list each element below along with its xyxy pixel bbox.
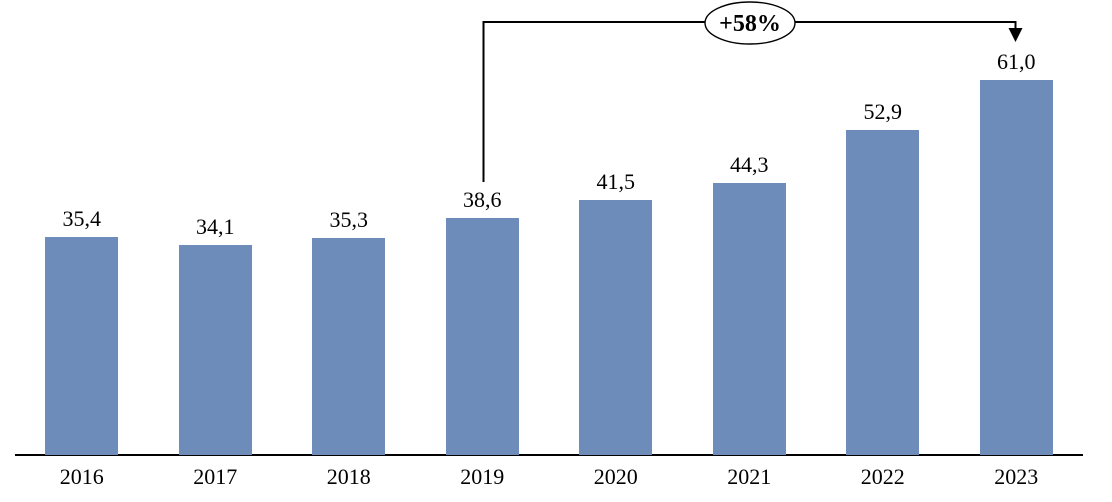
bar-2020	[579, 200, 653, 455]
x-axis-tick-label: 2016	[59, 464, 104, 489]
annotation-label: +58%	[719, 11, 781, 37]
bar-2023	[979, 80, 1053, 455]
bar-value-label: 35,3	[329, 207, 369, 232]
x-axis-tick-label: 2019	[460, 464, 505, 489]
bar-2022	[846, 130, 920, 455]
bar-value-label: 52,9	[863, 99, 903, 124]
bar-value-label: 38,6	[463, 187, 502, 212]
x-axis-tick-label: 2023	[994, 464, 1039, 489]
bar-2018	[312, 238, 386, 455]
bar-value-label: 61,0	[997, 49, 1036, 74]
bar-2019	[445, 218, 519, 455]
bar-value-label: 35,4	[62, 206, 102, 231]
bar-value-label: 44,3	[730, 152, 769, 177]
x-axis-tick-label: 2020	[593, 464, 638, 489]
x-axis-tick-label: 2018	[326, 464, 371, 489]
bar-2021	[712, 183, 786, 455]
x-axis-tick-label: 2022	[860, 464, 905, 489]
bar-2017	[178, 245, 252, 455]
x-axis-line	[15, 454, 1083, 456]
annotation-bubble	[704, 1, 796, 45]
annotation-arrowhead-icon	[1008, 28, 1023, 42]
bar-value-label: 41,5	[596, 169, 636, 194]
bar-2016	[45, 237, 119, 455]
x-axis-tick-label: 2017	[193, 464, 238, 489]
bar-value-label: 34,1	[196, 214, 235, 239]
x-axis-tick-label: 2021	[727, 464, 772, 489]
